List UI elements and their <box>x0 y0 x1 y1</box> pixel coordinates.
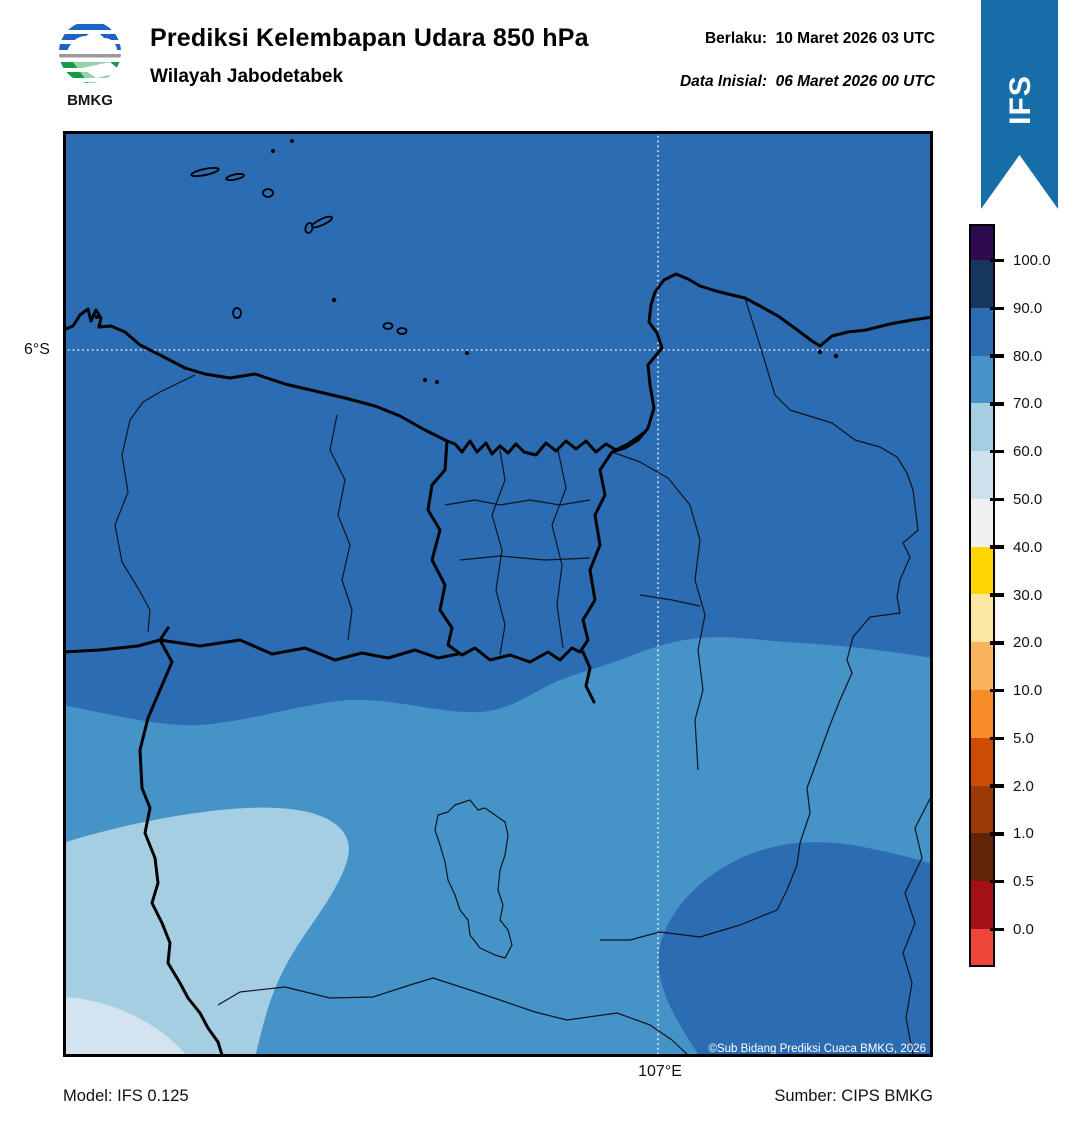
colorbar-segment <box>971 881 993 929</box>
colorbar-segment <box>971 498 993 547</box>
colorbar-tick-label: 0.0 <box>1013 921 1034 938</box>
colorbar-segment <box>971 546 993 595</box>
zone-60-70-lobe <box>63 807 349 1057</box>
valid-time-label: Berlaku: 10 Maret 2026 03 UTC <box>704 30 935 47</box>
colorbar-tick-mark <box>990 736 1004 741</box>
colorbar-tick-mark <box>990 641 1004 645</box>
colorbar-tick-mark <box>990 688 1004 693</box>
colorbar-tick-label: 1.0 <box>1013 825 1034 843</box>
colorbar-tick-mark <box>990 354 1004 358</box>
bmkg-logo-icon: BMKG <box>59 21 121 106</box>
bmkg-logo-text: BMKG <box>67 92 113 106</box>
colorbar-tick-label: 5.0 <box>1013 729 1034 747</box>
colorbar-tick-label: 30.0 <box>1013 586 1043 604</box>
colorbar-segment <box>971 928 993 965</box>
lat-tick-label: 6°S <box>24 341 50 358</box>
lon-tick-label: 107°E <box>638 1063 682 1080</box>
coastline <box>63 272 933 457</box>
colorbar: 100.0 90.0 80.0 70.0 60.0 50.0 40.0 30.0 20.0 10.… <box>969 224 1079 969</box>
colorbar-tick-mark <box>990 306 1004 311</box>
colorbar-tick-mark <box>990 402 1004 406</box>
zone-50-60-corner <box>63 997 188 1057</box>
page-title: Prediksi Kelembapan Udara 850 hPa <box>150 24 589 52</box>
colorbar-segment <box>971 451 993 499</box>
province-boundaries <box>63 430 647 1057</box>
colorbar-tick-label: 0.5 <box>1013 873 1034 891</box>
colorbar-tick-label: 20.0 <box>1013 634 1043 652</box>
islands <box>95 139 839 384</box>
colorbar-tick-mark <box>990 784 1004 788</box>
colorbar-tick-label: 50.0 <box>1013 490 1043 508</box>
ribbon-label: IFS <box>1004 75 1037 125</box>
colorbar-tick-label: 90.0 <box>1013 299 1043 317</box>
colorbar-tick-mark <box>990 497 1004 502</box>
colorbar-tick-mark <box>990 832 1004 836</box>
colorbar-tick-mark <box>990 879 1004 884</box>
colorbar-tick-mark <box>990 545 1004 549</box>
colorbar-tick-mark <box>990 258 1004 263</box>
initial-time-label: Data Inisial: 06 Maret 2026 00 UTC <box>679 73 935 90</box>
colorbar-tick-mark <box>990 449 1004 454</box>
ribbon-banner-icon <box>981 0 1058 209</box>
zone-80-90-southeast-blob <box>658 842 933 1057</box>
colorbar-tick-label: 100.0 <box>1013 252 1051 269</box>
map-copyright: ©Sub Bidang Prediksi Cuaca BMKG, 2026 <box>708 1043 926 1055</box>
colorbar-segment <box>971 226 993 260</box>
page-subtitle: Wilayah Jabodetabek <box>150 66 344 87</box>
colorbar-segment <box>971 737 993 786</box>
colorbar-segment <box>971 642 993 691</box>
district-boundaries <box>114 297 933 1057</box>
colorbar-tick-label: 40.0 <box>1013 538 1043 556</box>
colorbar-segment <box>971 260 993 308</box>
forecast-map: ©Sub Bidang Prediksi Cuaca BMKG, 2026 <box>63 131 933 1057</box>
colorbar-segment <box>971 403 993 452</box>
colorbar-tick-label: 80.0 <box>1013 347 1043 365</box>
colorbar-segment <box>971 594 993 643</box>
colorbar-segment <box>971 690 993 738</box>
model-ribbon: IFS <box>981 0 1058 209</box>
colorbar-tick-label: 10.0 <box>1013 682 1043 700</box>
colorbar-tick-mark <box>990 927 1004 932</box>
colorbar-tick-label: 60.0 <box>1013 443 1043 461</box>
colorbar-segment <box>971 833 993 882</box>
colorbar-segment <box>971 785 993 834</box>
colorbar-segment <box>971 307 993 356</box>
source-label: Sumber: CIPS BMKG <box>774 1087 933 1105</box>
colorbar-tick-mark <box>990 593 1004 597</box>
model-label: Model: IFS 0.125 <box>63 1087 189 1105</box>
colorbar-tick-label: 2.0 <box>1013 777 1034 795</box>
colorbar-tick-label: 70.0 <box>1013 395 1043 413</box>
colorbar-segment <box>971 355 993 404</box>
